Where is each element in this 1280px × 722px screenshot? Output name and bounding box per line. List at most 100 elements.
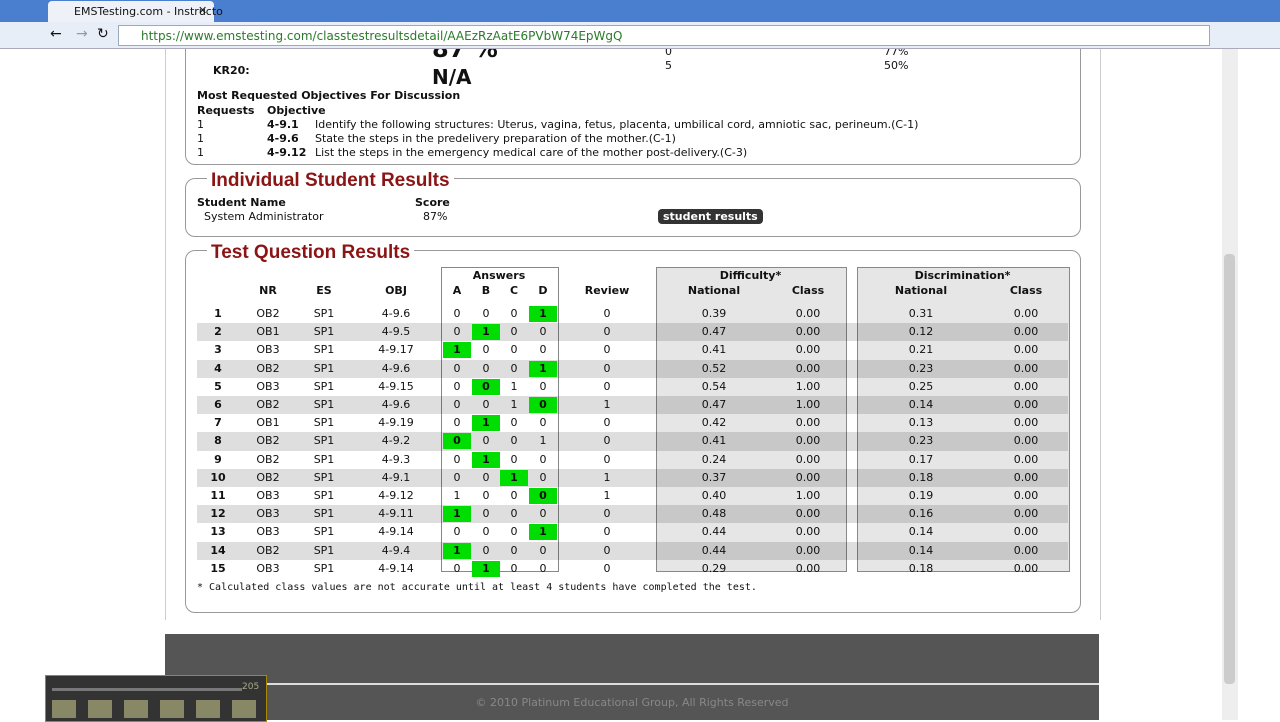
cell: SP1 xyxy=(313,561,335,575)
reload[interactable]: ↻ xyxy=(97,26,109,42)
cell: OB3 xyxy=(256,489,280,502)
cell: 0 xyxy=(603,343,611,357)
cell: 0.14 xyxy=(908,543,934,557)
cell: 0.00 xyxy=(1013,361,1039,375)
cell: 0.39 xyxy=(701,307,727,320)
cell: 0 xyxy=(482,434,490,448)
row-stripe xyxy=(197,505,1068,524)
col-header: Requests xyxy=(197,104,255,117)
cell: 0.16 xyxy=(908,507,934,521)
question-number: 5 xyxy=(214,379,222,393)
cell: 0 xyxy=(482,525,490,539)
player-controls[interactable] xyxy=(52,700,257,718)
cell: 0.18 xyxy=(908,470,934,484)
cell: OB3 xyxy=(256,379,280,393)
back[interactable]: ← xyxy=(50,26,62,42)
cell: 1 xyxy=(453,343,461,357)
cell: OB3 xyxy=(256,525,280,539)
cell: 4-9.4 xyxy=(381,543,411,557)
objective-code: 4-9.12 xyxy=(267,146,307,159)
cell: SP1 xyxy=(313,325,335,339)
col-header: NR xyxy=(259,284,277,297)
cell: OB2 xyxy=(256,361,280,375)
cell: 0.44 xyxy=(701,543,727,557)
question-number: 15 xyxy=(210,561,226,575)
cell: 0 xyxy=(453,379,461,393)
cell: 0 xyxy=(510,325,518,339)
cell: 1.00 xyxy=(795,379,821,393)
cell: 0.31 xyxy=(908,307,934,320)
tab[interactable]: EMSTesting.com - Instructo ✕ xyxy=(48,1,223,22)
address-bar[interactable]: https://www.emstesting.com/classtestresu… xyxy=(118,25,1210,46)
cell: 0.00 xyxy=(1013,434,1039,448)
cell: 0 xyxy=(453,416,461,430)
cell: 0.00 xyxy=(1013,470,1039,484)
cell: 0.00 xyxy=(795,525,821,539)
progress[interactable] xyxy=(52,688,242,691)
tab-close[interactable]: ✕ xyxy=(198,4,208,17)
cell: 1 xyxy=(539,307,547,320)
forward[interactable]: → xyxy=(76,26,88,42)
cell: 1 xyxy=(453,489,461,502)
cell: 0.40 xyxy=(701,489,727,502)
cell: SP1 xyxy=(313,343,335,357)
cell: 0.00 xyxy=(1013,489,1039,502)
cell: 4-9.15 xyxy=(378,379,414,393)
col-header: National xyxy=(687,284,741,297)
cell: 0 xyxy=(453,361,461,375)
cell: OB3 xyxy=(256,561,280,575)
cell: 0 xyxy=(482,343,490,357)
group-header: Discrimination* xyxy=(914,269,1011,282)
cell: OB2 xyxy=(256,452,280,466)
cell: 4-9.6 xyxy=(381,307,411,320)
cell: 4-9.11 xyxy=(378,507,414,521)
question-number: 2 xyxy=(214,325,222,339)
cell: OB2 xyxy=(256,398,280,411)
cell: 0.00 xyxy=(795,507,821,521)
correct-answer xyxy=(529,306,557,322)
cell: 4-9.14 xyxy=(378,561,414,575)
cell: 0.23 xyxy=(908,361,934,375)
cell: 0.54 xyxy=(701,379,727,393)
cell: 0.00 xyxy=(795,543,821,557)
cell: 0 xyxy=(510,561,518,575)
cell: OB1 xyxy=(256,325,280,339)
objective-text: State the steps in the predelivery prepa… xyxy=(315,132,676,145)
summary-box xyxy=(185,49,1081,165)
student-results-button[interactable]: student results xyxy=(658,209,763,224)
column-group xyxy=(656,267,847,572)
cell: 1 xyxy=(453,507,461,521)
column-group xyxy=(857,267,1070,572)
cell: 0.37 xyxy=(701,470,727,484)
cell: 0 xyxy=(603,307,611,320)
scrollbar[interactable] xyxy=(1222,49,1238,720)
cell: 0 xyxy=(453,307,461,320)
correct-answer xyxy=(443,506,471,523)
cell: 0 xyxy=(453,325,461,339)
cell: 4-9.12 xyxy=(378,489,414,502)
cell: 0.00 xyxy=(1013,343,1039,357)
cell: 1 xyxy=(510,470,518,484)
cell: 0 xyxy=(453,452,461,466)
cell: 0 xyxy=(510,525,518,539)
correct-answer xyxy=(529,488,557,504)
cell: 1 xyxy=(482,325,490,339)
scroll-thumb[interactable] xyxy=(1224,254,1235,684)
cell: 0 xyxy=(482,489,490,502)
cell: 4-9.2 xyxy=(381,434,411,448)
cell: OB2 xyxy=(256,543,280,557)
cell: 0.12 xyxy=(908,325,934,339)
cell: 0.00 xyxy=(1013,325,1039,339)
cell: 0.00 xyxy=(1013,379,1039,393)
cell: SP1 xyxy=(313,470,335,484)
cell: 0 xyxy=(453,434,461,448)
cell: 0.21 xyxy=(908,343,934,357)
cell: 0.00 xyxy=(1013,525,1039,539)
cell: SP1 xyxy=(313,416,335,430)
cell: 0 xyxy=(539,543,547,557)
cell: 1 xyxy=(603,470,611,484)
cell: 1 xyxy=(482,416,490,430)
cell: 0.44 xyxy=(701,525,727,539)
cell: 0 xyxy=(482,379,490,393)
cell: 0 xyxy=(603,361,611,375)
